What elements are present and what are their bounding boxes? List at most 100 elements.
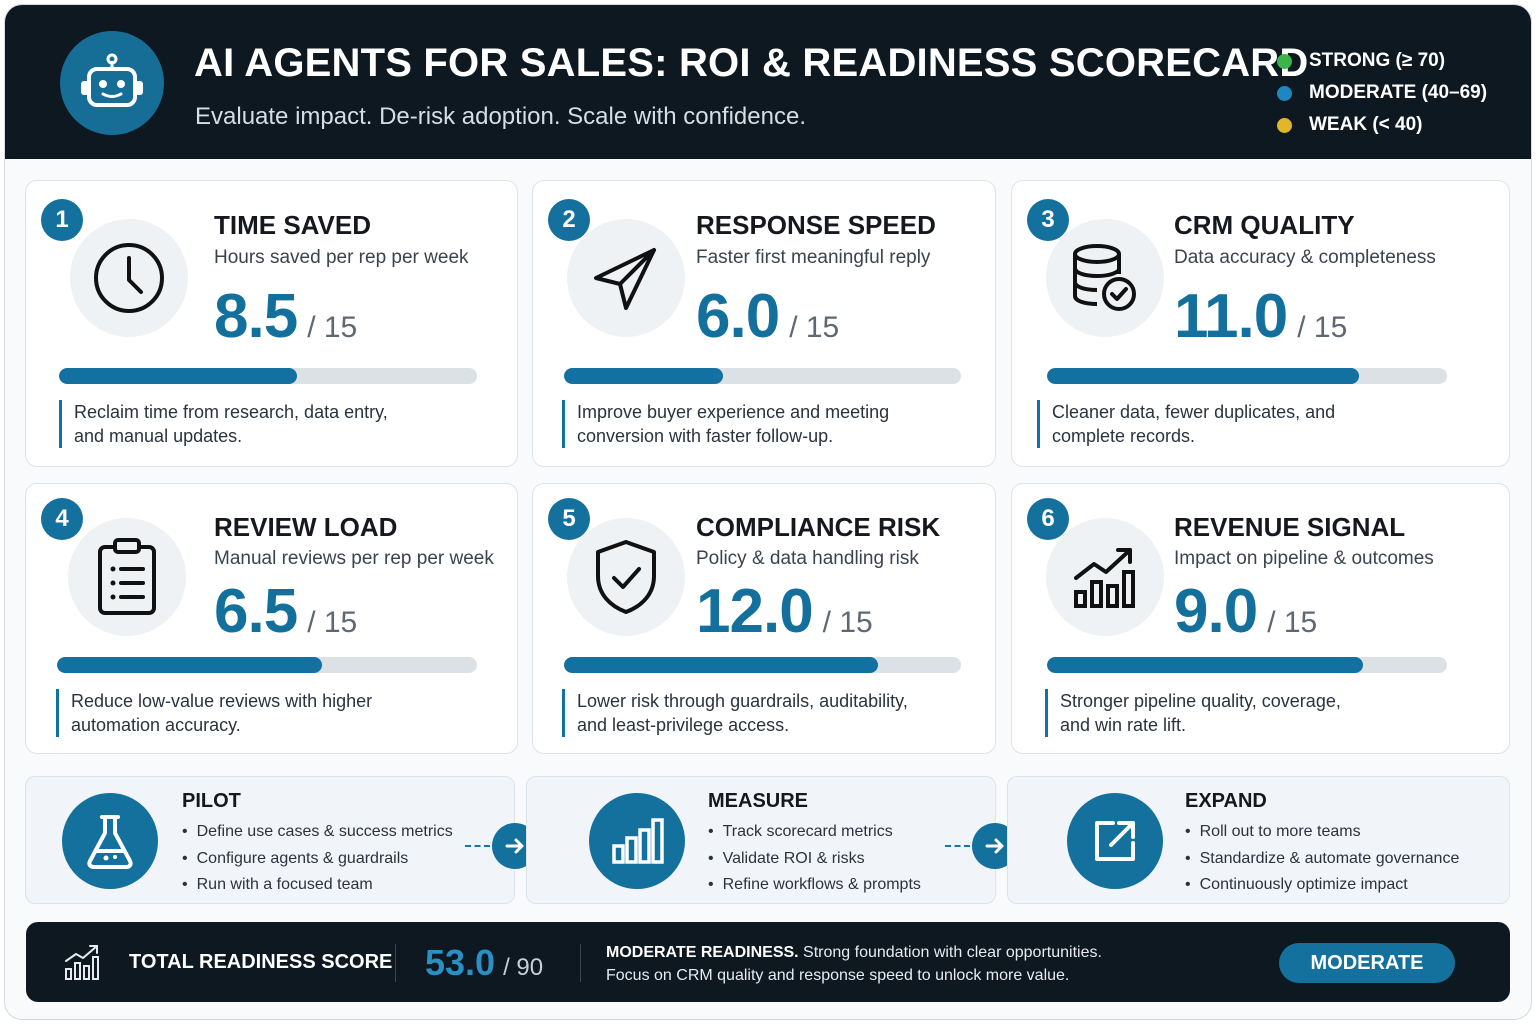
- description-line: complete records.: [1052, 426, 1196, 446]
- description-line: and least-privilege access.: [577, 715, 790, 735]
- list-item: Standardize & automate governance: [1185, 846, 1460, 873]
- step-list: Roll out to more teams Standardize & aut…: [1185, 819, 1460, 899]
- score-progress-bar: [564, 657, 961, 673]
- growth-chart-icon: [1046, 518, 1164, 636]
- card-title: REVENUE SIGNAL: [1174, 512, 1406, 542]
- step-title: MEASURE: [708, 790, 809, 812]
- card-subtitle: Manual reviews per rep per week: [214, 548, 494, 569]
- card-number-badge: 6: [1027, 498, 1069, 540]
- card-score: 6.5 / 15: [214, 576, 357, 647]
- score-value: 6.5: [214, 577, 298, 646]
- description-line: and manual updates.: [74, 426, 243, 446]
- legend-label-moderate: MODERATE (40–69): [1309, 82, 1488, 103]
- robot-icon: [60, 31, 164, 135]
- score-value: 12.0: [696, 577, 814, 646]
- description-line: Reduce low-value reviews with higher: [71, 691, 373, 711]
- card-score: 8.5 / 15: [214, 281, 357, 352]
- flask-icon: [62, 793, 158, 889]
- database-check-icon: [1046, 219, 1164, 337]
- score-progress-fill: [57, 657, 322, 673]
- step-title: PILOT: [182, 790, 241, 812]
- legend-label-strong: STRONG (≥ 70): [1309, 50, 1446, 71]
- card-score: 12.0 / 15: [696, 576, 873, 647]
- metric-card-revenue-signal: 6 REVENUE SIGNAL Impact on pipeline & ou…: [1011, 483, 1510, 754]
- page-title: AI AGENTS FOR SALES: ROI & READINESS SCO…: [194, 41, 1309, 85]
- card-title: CRM QUALITY: [1174, 210, 1355, 240]
- card-title: COMPLIANCE RISK: [696, 512, 941, 542]
- page-subtitle: Evaluate impact. De-risk adoption. Scale…: [195, 103, 806, 130]
- card-number-badge: 4: [41, 498, 83, 540]
- score-value: 6.0: [696, 282, 780, 351]
- description-line: Lower risk through guardrails, auditabil…: [577, 691, 908, 711]
- list-item: Configure agents & guardrails: [182, 846, 453, 873]
- card-description: Reduce low-value reviews with higher aut…: [56, 689, 372, 737]
- readiness-summary-line-2: Focus on CRM quality and response speed …: [606, 967, 1070, 984]
- readiness-summary-text: Strong foundation with clear opportuniti…: [798, 944, 1102, 961]
- growth-chart-icon: [64, 943, 102, 986]
- score-max: / 15: [307, 606, 358, 639]
- total-score: 53.0 / 90: [425, 942, 543, 984]
- score-value: 8.5: [214, 282, 298, 351]
- legend-dot-moderate: [1277, 85, 1292, 101]
- score-progress-bar: [1047, 368, 1447, 384]
- score-value: 11.0: [1174, 282, 1288, 351]
- score-max: / 15: [822, 606, 873, 639]
- clipboard-list-icon: [68, 518, 186, 636]
- score-max: / 15: [1297, 311, 1348, 344]
- card-number-badge: 3: [1027, 199, 1069, 241]
- score-progress-bar: [57, 657, 477, 673]
- card-subtitle: Hours saved per rep per week: [214, 247, 469, 268]
- card-number-badge: 1: [41, 199, 83, 241]
- score-progress-bar: [1047, 657, 1447, 673]
- metric-card-response-speed: 2 RESPONSE SPEED Faster first meaningful…: [532, 180, 996, 467]
- total-score-value: 53.0: [425, 942, 496, 983]
- score-progress-fill: [1047, 368, 1359, 384]
- score-max: / 15: [1267, 606, 1318, 639]
- dashed-connector: [465, 845, 490, 847]
- card-number-badge: 5: [548, 498, 590, 540]
- score-progress-fill: [564, 368, 723, 384]
- card-subtitle: Data accuracy & completeness: [1174, 247, 1436, 268]
- list-item: Continuously optimize impact: [1185, 872, 1459, 899]
- readiness-status-badge: MODERATE: [1279, 943, 1455, 983]
- step-measure: MEASURE Track scorecard metrics Validate…: [526, 776, 996, 904]
- list-item: Define use cases & success metrics: [182, 819, 453, 846]
- paper-plane-icon: [567, 219, 685, 337]
- step-title: EXPAND: [1185, 790, 1267, 812]
- readiness-summary-line-1: MODERATE READINESS. Strong foundation wi…: [606, 941, 1102, 964]
- description-line: Cleaner data, fewer duplicates, and: [1052, 402, 1336, 422]
- description-line: automation accuracy.: [71, 715, 241, 735]
- score-max: / 15: [789, 311, 840, 344]
- legend: STRONG (≥ 70) MODERATE (40–69) WEAK (< 4…: [1277, 45, 1487, 141]
- card-description: Reclaim time from research, data entry, …: [59, 400, 388, 448]
- external-link-icon: [1067, 793, 1163, 889]
- description-line: conversion with faster follow-up.: [577, 426, 834, 446]
- list-item: Track scorecard metrics: [708, 819, 921, 846]
- metric-card-crm-quality: 3 CRM QUALITY Data accuracy & completene…: [1011, 180, 1510, 467]
- card-description: Improve buyer experience and meeting con…: [562, 400, 889, 448]
- divider: [395, 944, 396, 982]
- score-progress-bar: [59, 368, 477, 384]
- card-description: Stronger pipeline quality, coverage, and…: [1045, 689, 1341, 737]
- score-value: 9.0: [1174, 577, 1258, 646]
- header: AI AGENTS FOR SALES: ROI & READINESS SCO…: [5, 5, 1531, 159]
- step-list: Track scorecard metrics Validate ROI & r…: [708, 819, 921, 899]
- card-title: RESPONSE SPEED: [696, 210, 936, 240]
- readiness-level: MODERATE READINESS.: [606, 944, 799, 961]
- total-score-footer: TOTAL READINESS SCORE 53.0 / 90 MODERATE…: [26, 922, 1510, 1002]
- card-subtitle: Policy & data handling risk: [696, 548, 919, 569]
- metric-card-time-saved: 1 TIME SAVED Hours saved per rep per wee…: [25, 180, 518, 467]
- score-progress-fill: [1047, 657, 1363, 673]
- divider: [580, 944, 581, 982]
- legend-dot-strong: [1277, 53, 1292, 69]
- step-list: Define use cases & success metrics Confi…: [182, 819, 453, 899]
- list-item: Validate ROI & risks: [708, 846, 921, 873]
- total-score-label: TOTAL READINESS SCORE: [129, 951, 393, 973]
- total-score-max: / 90: [503, 954, 544, 981]
- card-number-badge: 2: [548, 199, 590, 241]
- card-title: REVIEW LOAD: [214, 512, 398, 542]
- step-expand: EXPAND Roll out to more teams Standardiz…: [1007, 776, 1510, 904]
- metric-card-compliance-risk: 5 COMPLIANCE RISK Policy & data handling…: [532, 483, 996, 754]
- description-line: Reclaim time from research, data entry,: [74, 402, 388, 422]
- legend-item-strong: STRONG (≥ 70): [1277, 45, 1487, 77]
